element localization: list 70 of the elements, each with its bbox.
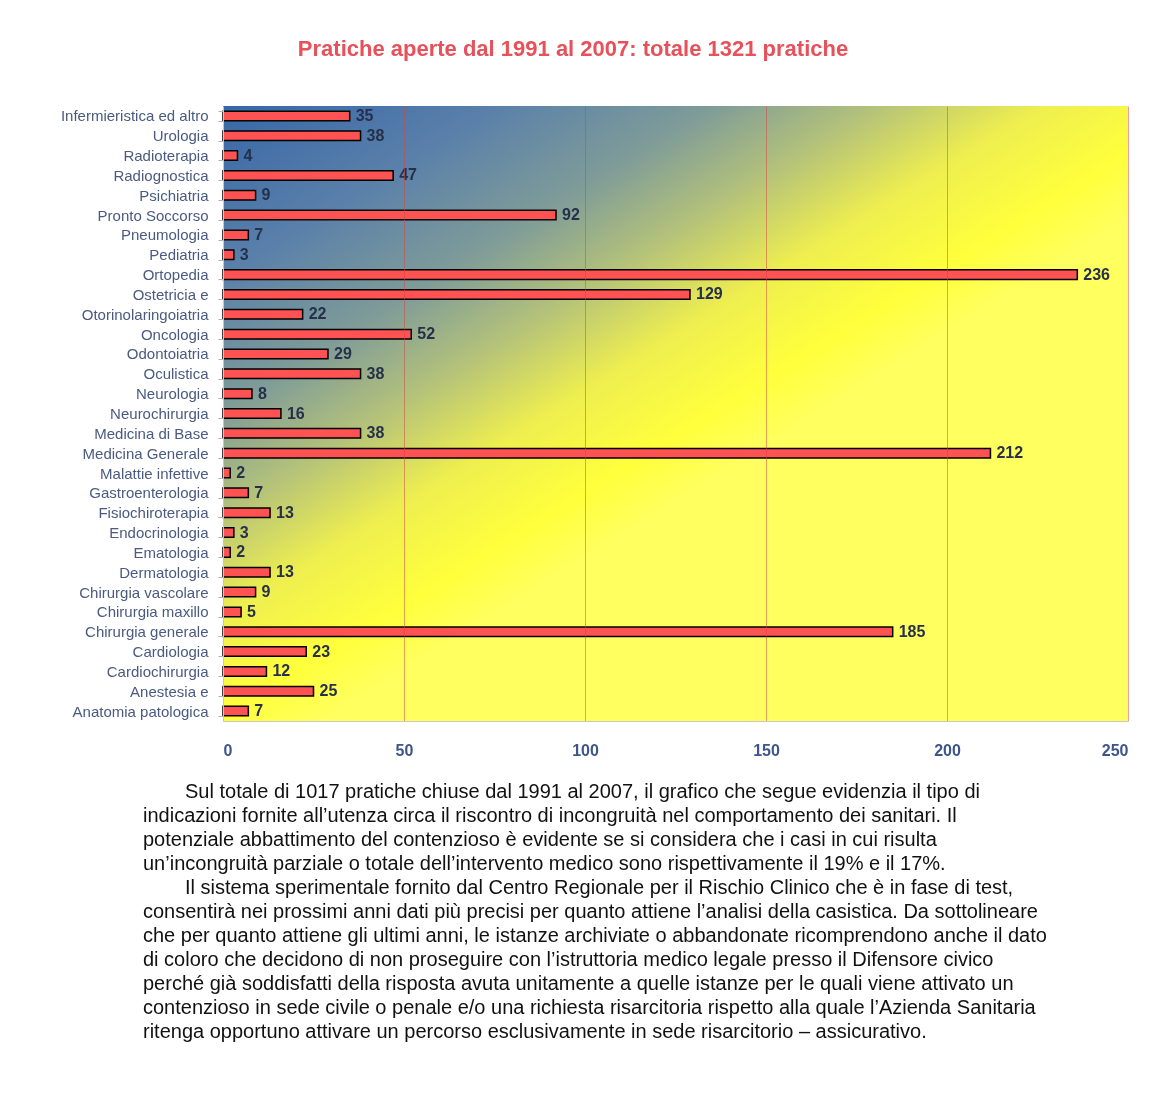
data-label: 13 xyxy=(276,563,294,581)
data-label: 3 xyxy=(239,245,249,263)
data-label: 29 xyxy=(333,344,352,362)
data-label: 185 xyxy=(898,622,926,640)
data-label: 35 xyxy=(355,106,374,124)
y-tick-label: Anestesia e xyxy=(130,682,209,700)
y-tick-label: Pronto Soccorso xyxy=(97,206,209,224)
data-label: 38 xyxy=(366,126,385,144)
y-tick-label: Cardiologia xyxy=(132,643,210,661)
y-tick-label: Radioterapia xyxy=(123,147,210,165)
x-tick-label: 250 xyxy=(1101,741,1129,759)
y-tick-label: Gastroenterologia xyxy=(89,484,210,502)
text: Il sistema sperimentale fornito dal Centro Regionale per il Rischio Clinico che è in fase di test, consentirà nei prossimi anni dati più precisi per quanto attiene l’analisi della casistica. Da sottolineare che per quanto attiene gli ultimi anni, le istanze archiviate o abbandonate ricomprendono anche il dato di coloro che decidono di non proseguire con l’istruttoria medico legale presso il Difensore civico perché già soddisfatti della risposta avuta unitamente a quelle istanze per le quali viene attivato un contenzioso in sede civile o penale e/o una richiesta risarcitoria rispetto alla quale l’Azienda Sanitaria ritenga opportuno attivare un percorso esclusivamente in sede risarcitorio – assicurativo. xyxy=(143,876,1047,1042)
data-label: 7 xyxy=(254,225,264,243)
y-tick-label: Medicina di Base xyxy=(94,424,209,442)
x-tick-label: 0 xyxy=(223,741,233,759)
y-tick-label: Ortopedia xyxy=(142,266,210,284)
y-tick-label: Chirurgia vascolare xyxy=(79,583,209,601)
y-tick-label: Ematologia xyxy=(133,543,210,561)
y-tick-label: Otorinolaringoiatria xyxy=(81,305,210,323)
data-label: 2 xyxy=(236,464,246,482)
data-label: 92 xyxy=(562,206,580,224)
y-tick-label: Pneumologia xyxy=(120,226,210,244)
data-label: 13 xyxy=(276,503,294,521)
y-tick-label: Oculistica xyxy=(143,365,210,383)
data-label: 22 xyxy=(308,305,327,323)
data-label: 25 xyxy=(319,682,338,700)
data-label: 129 xyxy=(695,285,723,303)
x-tick-label: 100 xyxy=(572,741,599,759)
data-label: 12 xyxy=(272,662,291,680)
data-label: 7 xyxy=(254,483,264,501)
text: Sul totale di 1017 pratiche chiuse dal 1991 al 2007, il grafico che segue evidenzia il tipo di indicazioni fornite all’utenza circa il riscontro di incongruità nel comportamento dei sanitari. Il potenziale abbattimento del contenzioso è evidente se si considera che i casi in cui risulta un’incongruità parziale o totale dell’intervento medico sono rispettivamente il 19% e il 17%. xyxy=(143,780,980,874)
data-label: 236 xyxy=(1083,265,1111,283)
y-tick-label: Endocrinologia xyxy=(109,524,210,542)
data-label: 9 xyxy=(261,583,271,601)
data-label: 52 xyxy=(417,325,436,343)
x-tick-label: 200 xyxy=(934,741,961,759)
y-tick-label: Radiognostica xyxy=(113,166,210,184)
y-tick-label: Infermieristica ed altro xyxy=(60,107,209,125)
y-tick-label: Fisiochiroterapia xyxy=(98,504,210,522)
data-label: 2 xyxy=(236,543,246,561)
data-label: 9 xyxy=(261,186,271,204)
y-tick-label: Neurologia xyxy=(135,385,210,403)
y-tick-label: Urologia xyxy=(152,127,210,145)
y-tick-label: Medicina Generale xyxy=(82,444,209,462)
y-tick-label: Ostetricia e xyxy=(132,285,209,303)
y-tick-label: Anatomia patologica xyxy=(72,702,210,720)
data-label: 4 xyxy=(243,146,253,164)
y-tick-label: Psichiatria xyxy=(139,186,210,204)
x-tick-label: 50 xyxy=(395,741,414,759)
data-label: 23 xyxy=(312,642,331,660)
data-label: 212 xyxy=(996,444,1024,462)
data-label: 3 xyxy=(239,523,249,541)
y-tick-label: Pediatria xyxy=(149,246,210,264)
y-tick-label: Dermatologia xyxy=(119,563,210,581)
data-label: 7 xyxy=(254,702,264,720)
chart-title: Pratiche aperte dal 1991 al 2007: totale 1321 pratiche xyxy=(297,36,849,61)
y-tick-label: Chirurgia generale xyxy=(85,623,209,641)
y-tick-label: Odontoiatria xyxy=(126,345,210,363)
y-tick-label: Malattie infettive xyxy=(100,464,209,482)
y-tick-label: Neurochirurgia xyxy=(110,405,210,422)
data-label: 16 xyxy=(286,404,305,422)
x-tick-label: 150 xyxy=(753,741,780,759)
y-tick-label: Chirurgia maxillo xyxy=(96,603,209,621)
y-tick-label: Cardiochirurgia xyxy=(106,662,210,680)
y-tick-label: Oncologia xyxy=(140,325,210,343)
data-label: 8 xyxy=(257,384,267,402)
data-label: 38 xyxy=(366,424,385,442)
data-label: 38 xyxy=(366,364,385,382)
data-label: 5 xyxy=(247,602,257,620)
